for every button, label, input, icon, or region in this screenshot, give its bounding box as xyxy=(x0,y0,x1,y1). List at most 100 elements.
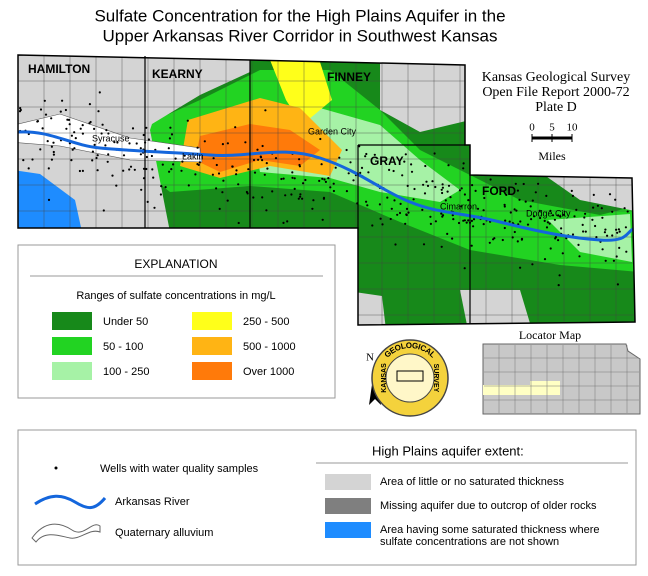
well xyxy=(390,207,393,210)
well xyxy=(291,171,294,174)
well xyxy=(93,127,96,130)
well xyxy=(441,183,444,186)
alluvium xyxy=(18,113,203,163)
well xyxy=(105,129,108,132)
county-label: FINNEY xyxy=(327,70,371,84)
legend-swatch xyxy=(52,362,92,380)
well xyxy=(22,159,25,162)
well xyxy=(471,184,474,187)
well xyxy=(425,180,428,183)
legend-label: 500 - 1000 xyxy=(243,341,296,353)
well xyxy=(183,154,186,157)
well xyxy=(433,152,436,155)
well xyxy=(601,216,604,219)
well xyxy=(256,148,259,151)
well xyxy=(551,214,555,217)
town-label: Dodge City xyxy=(526,208,571,218)
well xyxy=(98,91,101,94)
well xyxy=(545,194,548,197)
well xyxy=(81,124,84,127)
well xyxy=(146,200,149,203)
well xyxy=(291,176,294,179)
report-line: Open File Report 2000-72 xyxy=(482,85,629,100)
well xyxy=(520,237,524,240)
well xyxy=(595,236,598,239)
well xyxy=(334,166,337,169)
well xyxy=(623,207,626,210)
well xyxy=(410,170,414,173)
seal-inner xyxy=(385,353,435,403)
well xyxy=(560,227,563,230)
well xyxy=(538,209,541,212)
well xyxy=(446,190,449,193)
well xyxy=(604,259,607,262)
well xyxy=(434,220,437,223)
county-lines xyxy=(144,56,471,324)
well xyxy=(615,255,618,258)
seal-emblem xyxy=(396,370,424,382)
well xyxy=(594,224,597,228)
well xyxy=(67,118,71,121)
well xyxy=(203,140,206,143)
well xyxy=(460,205,463,208)
well xyxy=(426,184,430,187)
well xyxy=(59,110,62,113)
well xyxy=(107,132,110,135)
seal-text: SURVEY xyxy=(432,364,439,393)
well xyxy=(301,197,304,200)
well xyxy=(139,147,142,150)
well xyxy=(617,228,621,231)
locator-grid xyxy=(484,345,639,413)
well xyxy=(261,144,264,148)
town-label: Lakin xyxy=(182,151,204,161)
well xyxy=(50,145,54,148)
well xyxy=(465,221,468,224)
well xyxy=(516,240,519,243)
well xyxy=(304,178,307,182)
well xyxy=(513,208,516,211)
well xyxy=(27,167,30,170)
well xyxy=(511,236,514,239)
extent-label: sulfate concentrations are not shown xyxy=(380,536,559,548)
well xyxy=(217,172,221,175)
well xyxy=(592,206,595,209)
well xyxy=(198,161,201,164)
well xyxy=(235,169,238,172)
well xyxy=(44,113,48,116)
well xyxy=(558,274,561,277)
locator-title: Locator Map xyxy=(519,328,581,342)
well xyxy=(470,244,473,247)
well xyxy=(606,234,609,237)
well xyxy=(577,243,580,246)
well xyxy=(133,168,136,171)
well xyxy=(446,232,449,235)
well xyxy=(43,99,46,102)
well xyxy=(147,138,150,141)
well xyxy=(327,177,330,180)
well xyxy=(499,188,502,191)
zone xyxy=(195,124,320,172)
well xyxy=(151,168,154,171)
well xyxy=(271,190,274,193)
seal-text: KANSAS xyxy=(381,363,388,393)
well xyxy=(467,219,470,222)
arkansas-river xyxy=(18,130,635,242)
well xyxy=(514,182,517,185)
well xyxy=(591,218,594,221)
well xyxy=(503,226,506,230)
well xyxy=(352,179,355,182)
well xyxy=(440,212,443,215)
well xyxy=(115,184,118,187)
well xyxy=(583,216,586,219)
well xyxy=(261,196,264,199)
legend-label: 50 - 100 xyxy=(103,341,143,353)
well xyxy=(226,199,229,202)
well xyxy=(396,213,399,216)
well xyxy=(101,123,104,126)
well xyxy=(431,180,434,183)
well xyxy=(571,233,575,236)
well xyxy=(412,198,415,201)
legend-swatch xyxy=(52,337,92,355)
locator-kansas xyxy=(482,343,641,415)
scale-tick-label: 5 xyxy=(549,122,555,134)
